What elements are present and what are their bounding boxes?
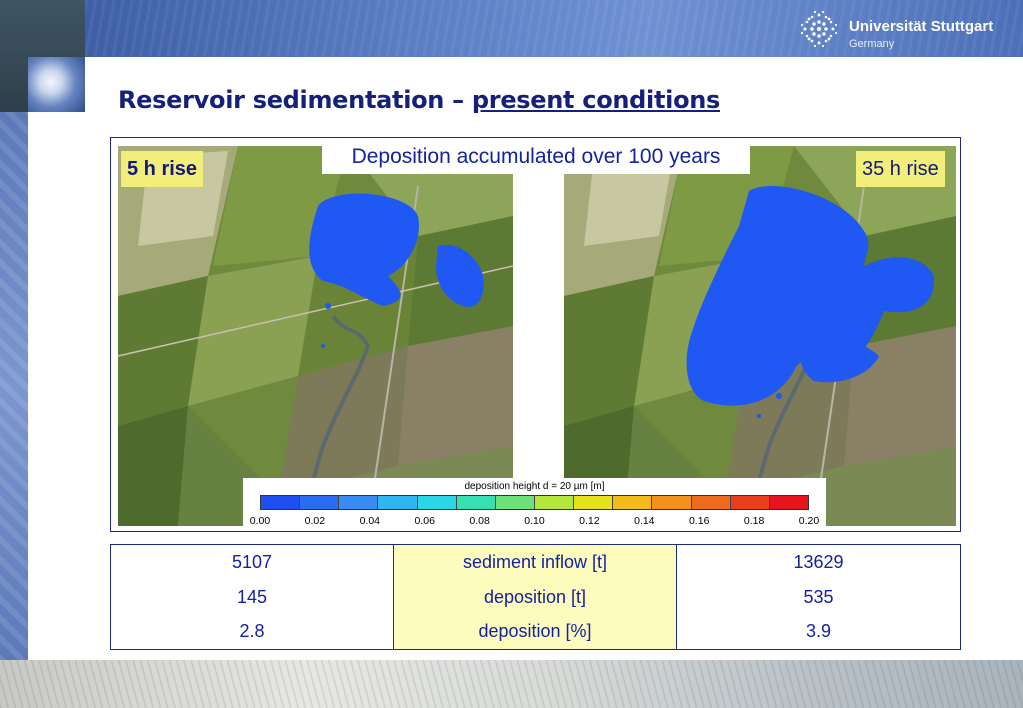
map-5h-rise	[118, 146, 513, 526]
row-label: sediment inflow [t]	[393, 544, 677, 580]
colorbar-cells	[260, 495, 809, 510]
header-band	[85, 0, 1023, 57]
value-5h: 2.8	[239, 621, 265, 642]
figure-caption: Deposition accumulated over 100 years	[322, 140, 750, 174]
row-label: deposition [t]	[393, 579, 677, 615]
title-link[interactable]: present conditions	[471, 86, 721, 114]
colorbar-ticks: 0.00 0.02 0.04 0.06 0.08 0.10 0.12 0.14 0.16 0.18…	[250, 515, 819, 527]
left-decorative-strip	[0, 112, 28, 662]
value-5h: 5107	[231, 551, 273, 572]
value-35h: 13629	[793, 551, 844, 572]
colorbar-cell	[769, 496, 808, 509]
colorbar-tick-label: 0.00	[249, 515, 271, 527]
dandelion-photo	[28, 57, 85, 112]
colorbar-cell	[339, 496, 379, 509]
university-name: Universität Stuttgart	[849, 18, 994, 35]
colorbar-cell	[456, 496, 496, 509]
colorbar-cell	[300, 496, 340, 509]
colorbar-tick-label: 0.10	[524, 515, 545, 527]
colorbar-tick-label: 0.06	[414, 515, 435, 527]
value-35h: 535	[803, 586, 834, 607]
row-label: deposition [%]	[393, 614, 677, 650]
colorbar-tick-label: 0.14	[634, 515, 655, 527]
colorbar-cell	[495, 496, 535, 509]
bottom-decorative-strip	[0, 660, 1023, 708]
colorbar-tick-label: 0.12	[579, 515, 600, 527]
results-table: 5107 sediment inflow [t] 13629 145 depositio…	[110, 544, 961, 650]
page-title: Reservoir sedimentation – present condit…	[118, 86, 720, 114]
colorbar-cell	[691, 496, 731, 509]
label-35h-rise: 35 h rise	[856, 151, 945, 187]
value-5h: 145	[236, 586, 268, 607]
colorbar-cell	[417, 496, 457, 509]
map-35h-rise	[564, 146, 956, 526]
colorbar-legend: deposition height d = 20 µm [m] 0.00 0.02…	[243, 478, 826, 528]
colorbar-tick-label: 0.02	[304, 515, 326, 527]
colorbar-tick-label: 0.20	[798, 515, 820, 527]
colorbar-cell	[730, 496, 770, 509]
title-main: Reservoir sedimentation –	[118, 86, 472, 114]
colorbar-tick-label: 0.04	[359, 515, 381, 527]
colorbar-cell	[652, 496, 692, 509]
colorbar-title: deposition height d = 20 µm [m]	[464, 481, 605, 492]
table-row: 5107 sediment inflow [t] 13629	[111, 544, 961, 580]
colorbar-cell	[574, 496, 614, 509]
table-row: 145 deposition [t] 535	[111, 579, 961, 615]
colorbar-cell	[261, 496, 301, 509]
colorbar-cell	[378, 496, 418, 509]
colorbar-tick-label: 0.16	[688, 515, 710, 527]
colorbar-cell	[534, 496, 575, 509]
colorbar-tick-label: 0.08	[469, 515, 490, 527]
university-logo-icon	[800, 10, 838, 48]
table-row: 2.8 deposition [%] 3.9	[111, 614, 961, 650]
label-5h-rise: 5 h rise	[121, 151, 204, 187]
value-35h: 3.9	[805, 621, 832, 642]
colorbar-tick-label: 0.18	[743, 515, 765, 527]
university-country: Germany	[849, 38, 895, 50]
colorbar-cell	[613, 496, 653, 509]
